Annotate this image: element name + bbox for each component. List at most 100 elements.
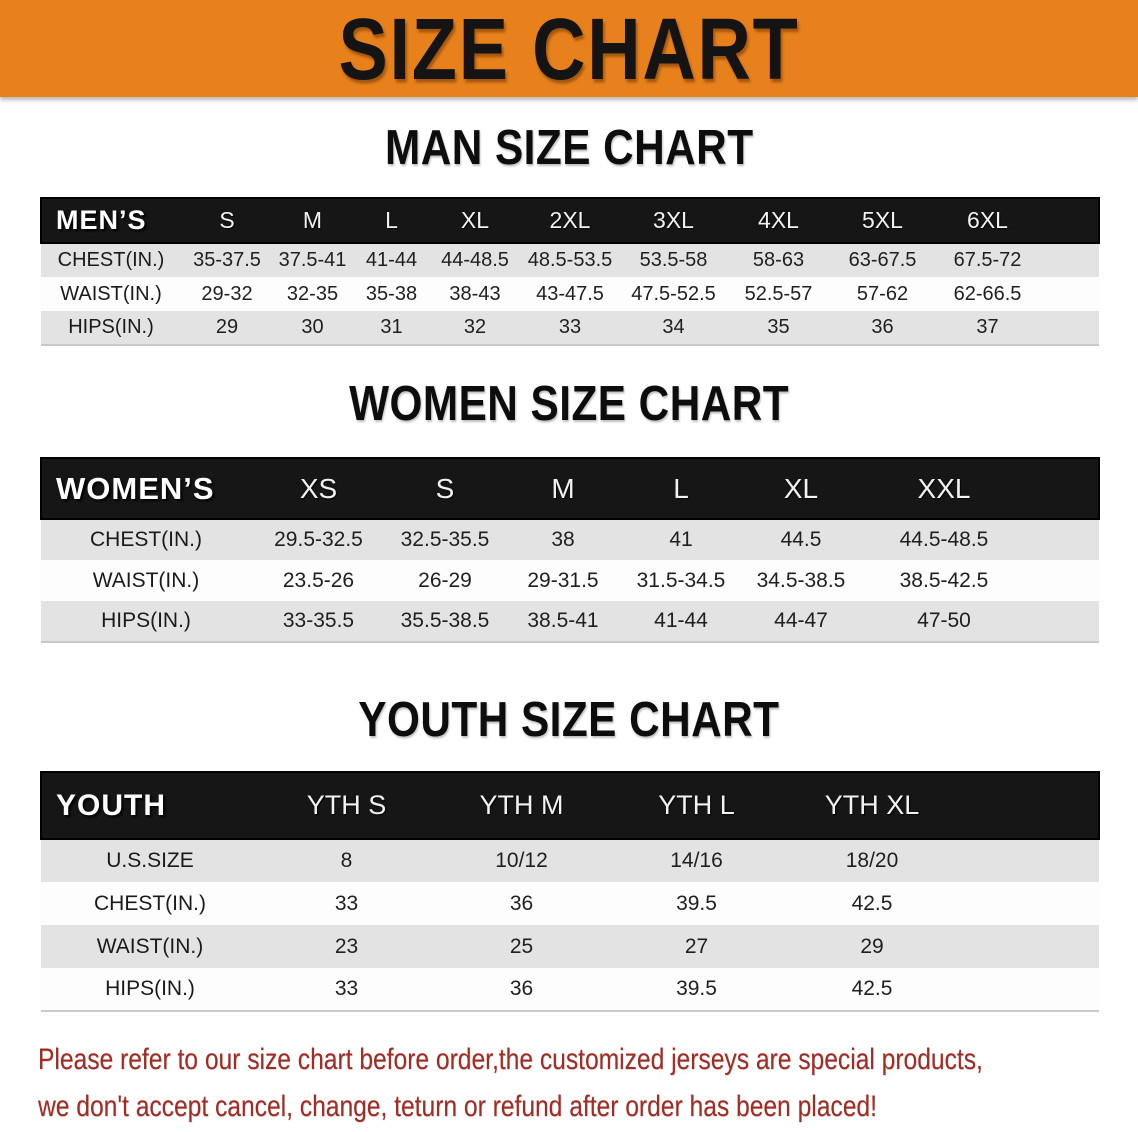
- size-column-header: 3XL: [653, 207, 694, 233]
- size-value-cell: 34.5-38.5: [756, 568, 846, 592]
- size-value-cell: 29-32: [201, 282, 253, 305]
- men-table-header-row: MEN’S S M L XL 2XL 3XL 4XL 5XL 6XL: [41, 198, 1099, 243]
- size-value-cell: 42.5: [851, 891, 893, 915]
- size-value-cell: 36: [509, 891, 534, 915]
- disclaimer-text: Please refer to our size chart before or…: [38, 1036, 1118, 1130]
- size-value-cell: 25: [509, 934, 534, 958]
- filler-cell: [960, 772, 1099, 839]
- youth-table-title-cell: YOUTH: [56, 788, 166, 822]
- size-column-header: YTH L: [658, 790, 735, 820]
- women-size-table: WOMEN’S XS S M L XL XXL CHEST(IN.) 29.5-32.5 32.5…: [40, 457, 1100, 643]
- measurement-label-cell: WAIST(IN.): [60, 282, 162, 305]
- size-value-cell: 47.5-52.5: [631, 282, 716, 305]
- size-value-cell: 35-37.5: [193, 249, 261, 271]
- filler-cell: [1026, 560, 1099, 601]
- men-measurement-row: WAIST(IN.) 29-32 32-35 35-38 38-43 43-47.5 47.…: [41, 277, 1099, 311]
- banner: SIZE CHART: [0, 0, 1138, 97]
- size-column-header: 2XL: [549, 207, 591, 233]
- size-column-header: YTH XL: [824, 790, 920, 820]
- men-section-heading-text: MAN SIZE CHART: [384, 119, 754, 175]
- youth-section-heading: YOUTH SIZE CHART: [0, 691, 1138, 754]
- size-column-header: M: [551, 472, 575, 504]
- filler-cell: [960, 925, 1099, 968]
- measurement-label-cell: U.S.SIZE: [106, 849, 194, 872]
- size-value-cell: 30: [301, 316, 324, 338]
- size-value-cell: 36: [509, 977, 534, 1000]
- size-value-cell: 52.5-57: [744, 282, 813, 305]
- size-value-cell: 27: [684, 934, 709, 958]
- size-value-cell: 33: [558, 316, 582, 338]
- size-value-cell: 31.5-34.5: [636, 568, 726, 592]
- filler-cell: [960, 882, 1099, 925]
- measurement-label-cell: CHEST(IN.): [90, 528, 202, 551]
- filler-cell: [1026, 519, 1099, 560]
- measurement-label-cell: WAIST(IN.): [96, 934, 204, 958]
- youth-measurement-row: WAIST(IN.) 23 25 27 29: [41, 925, 1099, 968]
- size-value-cell: 35-38: [365, 282, 418, 305]
- size-value-cell: 42.5: [851, 977, 893, 1000]
- women-section-heading: WOMEN SIZE CHART: [0, 375, 1138, 438]
- size-value-cell: 63-67.5: [848, 249, 917, 271]
- banner-title: SIZE CHART: [338, 0, 800, 98]
- size-value-cell: 32.5-35.5: [400, 528, 490, 551]
- size-value-cell: 37: [976, 316, 999, 338]
- size-value-cell: 8: [340, 849, 353, 872]
- men-section-heading: MAN SIZE CHART: [0, 119, 1138, 182]
- size-value-cell: 38.5-42.5: [899, 568, 989, 592]
- size-value-cell: 18/20: [845, 849, 899, 872]
- size-value-cell: 29-31.5: [527, 568, 599, 592]
- size-value-cell: 39.5: [676, 977, 717, 1000]
- women-measurement-row: HIPS(IN.) 33-35.5 35.5-38.5 38.5-41 41-44 44-…: [41, 601, 1099, 642]
- youth-measurement-row: U.S.SIZE 8 10/12 14/16 18/20: [41, 839, 1099, 882]
- size-value-cell: 35.5-38.5: [400, 609, 490, 632]
- women-table-header-row: WOMEN’S XS S M L XL XXL: [41, 458, 1099, 519]
- size-column-header: L: [385, 207, 398, 233]
- size-column-header: 6XL: [967, 207, 1008, 233]
- size-value-cell: 41: [669, 528, 693, 551]
- size-value-cell: 62-66.5: [953, 282, 1022, 305]
- men-size-table: MEN’S S M L XL 2XL 3XL 4XL 5XL 6XL CHEST(IN.) 35-37…: [40, 197, 1100, 346]
- size-column-header: S: [435, 472, 455, 504]
- size-value-cell: 48.5-53.5: [527, 249, 613, 271]
- size-value-cell: 34: [662, 316, 685, 338]
- measurement-label-cell: CHEST(IN.): [94, 891, 206, 915]
- size-column-header: XL: [783, 472, 819, 504]
- women-table-title-cell: WOMEN’S: [56, 470, 215, 506]
- size-value-cell: 43-47.5: [536, 282, 604, 305]
- size-value-cell: 26-29: [418, 568, 472, 592]
- size-value-cell: 35: [767, 316, 790, 338]
- size-value-cell: 57-62: [856, 282, 909, 305]
- size-value-cell: 23: [334, 934, 359, 958]
- filler-cell: [1041, 198, 1099, 243]
- disclaimer-line-1: Please refer to our size chart before or…: [38, 1043, 983, 1076]
- size-column-header: XL: [460, 207, 490, 233]
- size-value-cell: 14/16: [670, 849, 723, 872]
- size-column-header: XS: [299, 472, 338, 504]
- size-value-cell: 38-43: [449, 282, 501, 305]
- measurement-label-cell: WAIST(IN.): [92, 568, 200, 592]
- size-column-header: XXL: [917, 472, 971, 504]
- filler-cell: [960, 839, 1099, 882]
- filler-cell: [1041, 311, 1099, 345]
- men-measurement-row: HIPS(IN.) 29 30 31 32 33 34 35 36 37: [41, 311, 1099, 345]
- size-value-cell: 33-35.5: [282, 609, 355, 632]
- youth-size-table: YOUTH YTH S YTH M YTH L YTH XL U.S.SIZE 8 10/12…: [40, 771, 1100, 1012]
- men-measurement-row: CHEST(IN.) 35-37.5 37.5-41 41-44 44-48.5 48.5…: [41, 243, 1099, 277]
- youth-measurement-row: CHEST(IN.) 33 36 39.5 42.5: [41, 882, 1099, 925]
- youth-section-heading-text: YOUTH SIZE CHART: [358, 691, 780, 747]
- size-column-header: YTH S: [306, 790, 387, 820]
- filler-cell: [1041, 243, 1099, 277]
- women-measurement-row: WAIST(IN.) 23.5-26 26-29 29-31.5 31.5-34.5 34…: [41, 560, 1099, 601]
- size-value-cell: 44.5-48.5: [899, 528, 989, 551]
- size-column-header: S: [219, 207, 235, 233]
- size-column-header: M: [302, 207, 323, 233]
- size-column-header: 4XL: [758, 207, 799, 233]
- size-value-cell: 29: [215, 316, 239, 338]
- filler-cell: [1026, 458, 1099, 519]
- size-value-cell: 32: [463, 316, 487, 338]
- size-value-cell: 10/12: [495, 849, 548, 872]
- size-value-cell: 39.5: [676, 891, 717, 915]
- men-table-title-cell: MEN’S: [56, 205, 147, 235]
- size-value-cell: 44-47: [774, 609, 828, 632]
